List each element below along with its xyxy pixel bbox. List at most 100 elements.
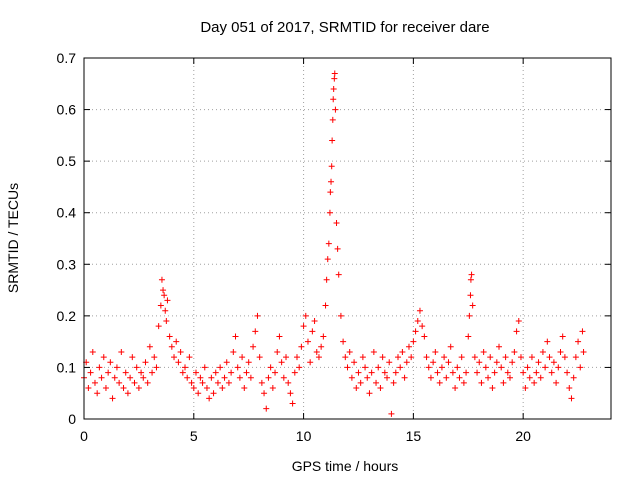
data-point [111, 374, 118, 381]
x-tick-label: 20 [515, 428, 531, 444]
data-point [570, 374, 577, 381]
data-point [434, 369, 441, 376]
data-point [153, 364, 160, 371]
grid [84, 58, 611, 419]
data-point [201, 364, 208, 371]
data-point [135, 385, 142, 392]
data-point [502, 354, 509, 361]
data-point [307, 359, 314, 366]
data-point [276, 333, 283, 340]
data-point [332, 106, 339, 113]
data-point [252, 328, 259, 335]
data-point [100, 354, 107, 361]
data-point [381, 369, 388, 376]
data-point [474, 369, 481, 376]
data-point [256, 354, 263, 361]
data-point [346, 348, 353, 355]
data-point [520, 369, 527, 376]
data-point [509, 359, 516, 366]
data-point [89, 348, 96, 355]
x-tick-label: 15 [406, 428, 422, 444]
data-point [359, 354, 366, 361]
data-point [267, 364, 274, 371]
data-point [175, 359, 182, 366]
y-tick-label: 0.6 [57, 102, 77, 118]
data-point [171, 354, 178, 361]
data-point [311, 318, 318, 325]
data-point [142, 359, 149, 366]
data-point [304, 338, 311, 345]
data-point [458, 354, 465, 361]
data-point [208, 374, 215, 381]
data-point [454, 364, 461, 371]
data-point [561, 354, 568, 361]
data-point [190, 385, 197, 392]
data-point [155, 323, 162, 330]
y-tick-label: 0 [68, 411, 76, 427]
data-point [485, 374, 492, 381]
data-point [408, 354, 415, 361]
data-point [163, 318, 170, 325]
data-point [337, 312, 344, 319]
data-point [164, 297, 171, 304]
data-point [334, 245, 341, 252]
data-point [146, 343, 153, 350]
data-point [261, 390, 268, 397]
data-point [236, 374, 243, 381]
data-point [287, 390, 294, 397]
data-point [364, 374, 371, 381]
data-point [504, 369, 511, 376]
data-point [151, 354, 158, 361]
data-point [296, 364, 303, 371]
data-point [399, 348, 406, 355]
y-axis-label: SRMTID / TECUs [5, 183, 21, 293]
data-point [184, 374, 191, 381]
data-point [283, 354, 290, 361]
y-tick-label: 0.3 [57, 256, 77, 272]
data-point [468, 271, 475, 278]
data-point [373, 379, 380, 386]
data-point [87, 369, 94, 376]
data-point [327, 189, 334, 196]
data-point [506, 374, 513, 381]
data-point [386, 359, 393, 366]
data-point [228, 369, 235, 376]
data-point [375, 364, 382, 371]
data-point [219, 385, 226, 392]
data-point [333, 220, 340, 227]
data-point [217, 364, 224, 371]
data-point [285, 379, 292, 386]
data-point [344, 364, 351, 371]
data-point [234, 364, 241, 371]
data-point [559, 333, 566, 340]
data-point [85, 385, 92, 392]
data-point [511, 348, 518, 355]
data-point [199, 379, 206, 386]
data-point [324, 256, 331, 263]
data-point [105, 369, 112, 376]
data-point [342, 354, 349, 361]
data-point [158, 276, 165, 283]
data-point [326, 209, 333, 216]
data-point [467, 276, 474, 283]
data-point [116, 379, 123, 386]
axis-tick-labels: 0 5 10 15 20 0 0.1 0.2 0.3 0.4 0.5 0.6 0.7 [57, 50, 532, 444]
data-point [392, 369, 399, 376]
data-point [293, 354, 300, 361]
data-point [223, 359, 230, 366]
data-point [568, 395, 575, 402]
data-point [241, 385, 248, 392]
data-point [206, 395, 213, 402]
data-point [456, 374, 463, 381]
data-point [469, 302, 476, 309]
data-point [269, 385, 276, 392]
data-point [370, 348, 377, 355]
data-point [524, 364, 531, 371]
data-point [491, 369, 498, 376]
data-point [496, 343, 503, 350]
data-point [157, 302, 164, 309]
data-point [118, 348, 125, 355]
data-point [179, 369, 186, 376]
data-point [162, 307, 169, 314]
data-point [329, 137, 336, 144]
